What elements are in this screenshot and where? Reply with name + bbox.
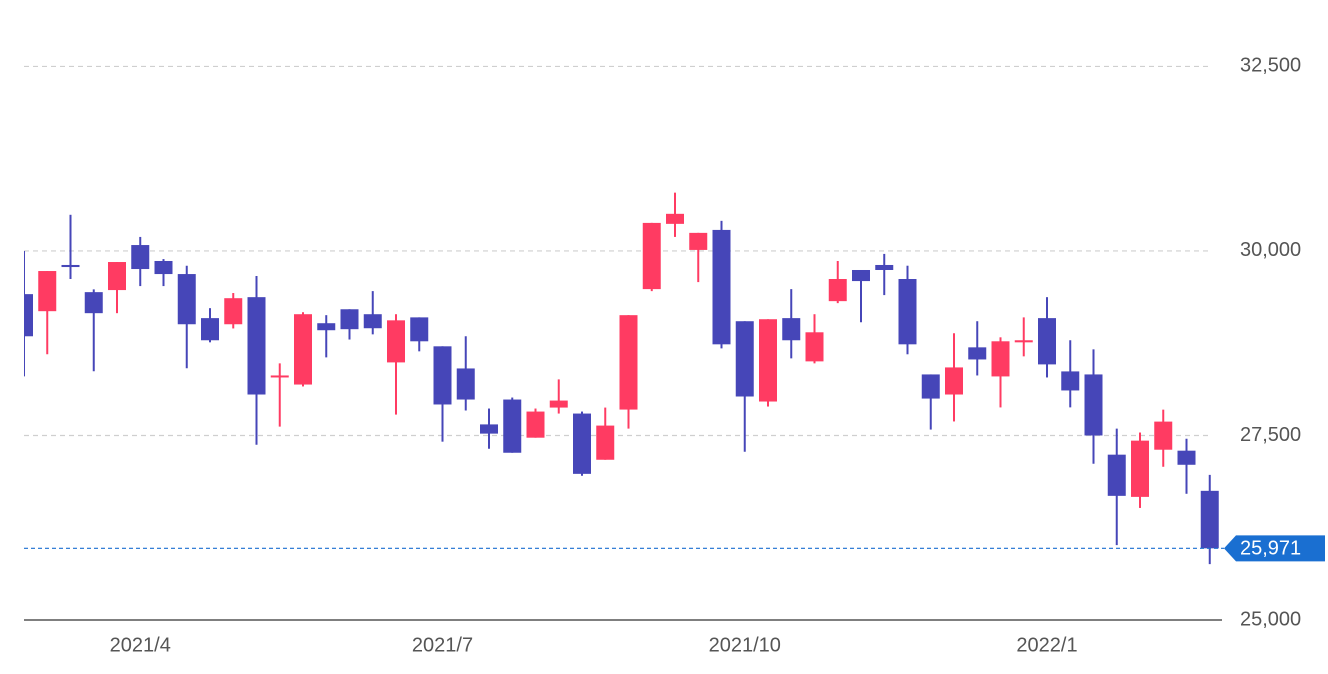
body xyxy=(131,245,150,270)
grid xyxy=(24,65,1212,437)
y-tick-label: 32,500 xyxy=(1240,55,1301,77)
body xyxy=(619,315,638,410)
body xyxy=(991,341,1010,377)
candles xyxy=(24,192,1219,565)
body xyxy=(1200,490,1219,549)
y-tick-label: 27,500 xyxy=(1240,424,1301,446)
body xyxy=(456,368,475,400)
body xyxy=(224,298,243,325)
x-tick-label: 2021/10 xyxy=(709,634,781,656)
body xyxy=(689,232,708,250)
body xyxy=(1107,454,1126,496)
body xyxy=(177,274,196,325)
y-tick-label: 30,000 xyxy=(1240,239,1301,261)
body xyxy=(1038,318,1056,365)
body xyxy=(945,367,963,395)
body xyxy=(247,297,266,395)
body xyxy=(1177,450,1196,465)
body xyxy=(642,222,661,290)
body xyxy=(480,424,498,434)
body xyxy=(573,413,591,474)
body xyxy=(526,411,545,438)
body xyxy=(712,229,731,345)
x-tick-label: 2022/1 xyxy=(1016,634,1077,656)
body xyxy=(828,279,847,302)
body xyxy=(270,375,289,378)
body xyxy=(921,374,940,399)
body xyxy=(24,294,33,337)
body xyxy=(1131,440,1149,497)
body xyxy=(317,323,336,331)
body xyxy=(61,264,80,268)
body xyxy=(968,347,987,360)
body xyxy=(154,260,173,275)
body xyxy=(1084,374,1103,436)
body xyxy=(666,213,684,224)
body xyxy=(38,271,57,312)
body xyxy=(805,332,824,362)
body xyxy=(1014,340,1033,343)
body xyxy=(84,292,103,314)
body xyxy=(433,346,452,405)
body xyxy=(340,309,359,330)
body xyxy=(387,320,405,363)
body xyxy=(1154,421,1173,450)
body xyxy=(596,425,615,460)
body xyxy=(1061,371,1080,391)
body xyxy=(294,314,312,385)
body xyxy=(759,319,777,402)
x-tick-label: 2021/4 xyxy=(110,634,171,656)
body xyxy=(735,321,754,397)
x-tick-label: 2021/7 xyxy=(412,634,473,656)
body xyxy=(503,399,522,453)
body xyxy=(363,314,382,329)
body xyxy=(108,262,126,291)
body xyxy=(852,269,870,282)
body xyxy=(549,400,568,408)
body xyxy=(410,317,429,342)
body xyxy=(201,318,219,341)
last-price-box xyxy=(1224,535,1325,562)
y-tick-label: 25,000 xyxy=(1240,608,1301,630)
body xyxy=(898,279,917,345)
body xyxy=(875,264,894,270)
body xyxy=(782,318,801,341)
last-price-label: 25,971 xyxy=(1240,538,1301,560)
